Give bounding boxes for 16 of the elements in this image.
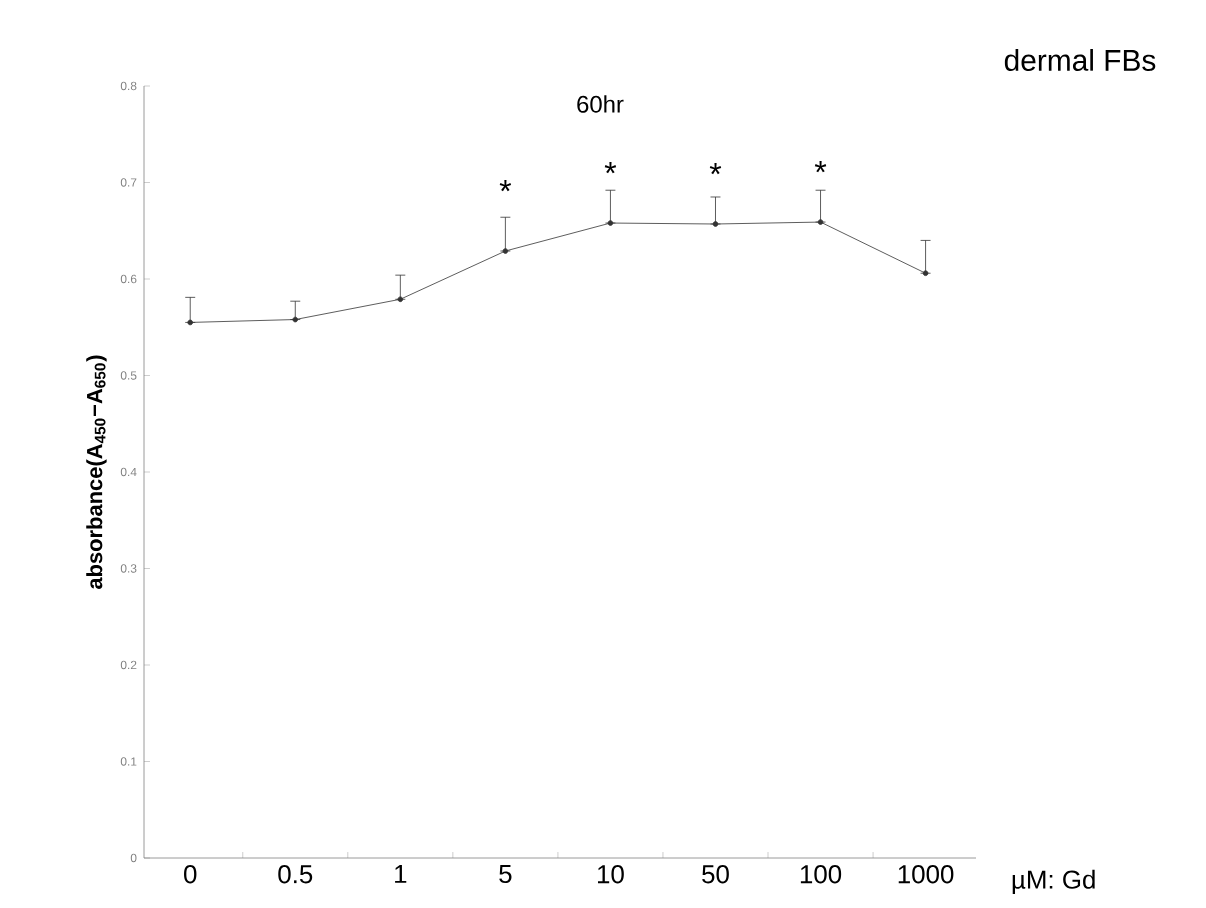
annotation: *: [709, 163, 722, 175]
x-tick-label: 0: [184, 865, 197, 884]
x-tick-label: 10: [597, 865, 624, 884]
x-tick-label: 1000: [898, 865, 954, 884]
annotation: *: [814, 161, 827, 173]
text: dermal FBs: [1004, 49, 1156, 71]
x-tick-label: 1: [395, 865, 407, 883]
x-tick-label: 50: [702, 865, 729, 884]
x-tick-label: 0.5: [278, 865, 313, 884]
annotation: *: [604, 162, 617, 174]
x-axis-title: µM: Gd: [1012, 869, 1095, 894]
y-axis-title: absorbance(A$_{450}$−A$_{650}$): [86, 355, 107, 589]
chart-subtitle: 60hr: [577, 95, 624, 113]
annotation: *: [499, 180, 512, 192]
x-tick-label: 100: [800, 865, 842, 884]
x-tick-label: 5: [499, 865, 512, 884]
